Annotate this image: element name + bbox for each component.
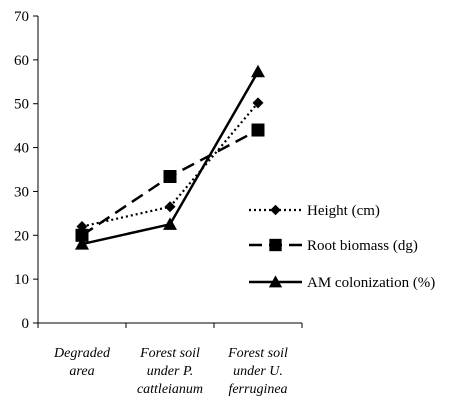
series-square [75,123,265,242]
x-category-line: Forest soil [227,346,288,361]
data-point-triangle [251,64,265,78]
series-triangle [75,64,265,250]
y-tick-label: 70 [14,9,29,25]
axes [37,16,302,324]
data-point-square [75,228,89,242]
legend-marker-triangle [268,275,283,288]
legend: Height (cm) Root biomass (dg) AM colonizat… [249,203,435,291]
y-tick-label: 20 [14,228,29,244]
x-category-line: under P. [147,364,193,379]
x-category-line: ferruginea [228,382,287,397]
x-category-line: area [69,364,94,379]
y-axis-ticks: 0 10 20 30 40 50 60 70 [14,9,38,332]
legend-label: Height (cm) [307,203,380,219]
legend-entry: Root biomass (dg) [249,238,418,254]
x-category-label: Forest soil under P. cattleianum [137,346,203,397]
x-category-line: Forest soil [139,346,200,361]
data-point-square [163,170,177,184]
x-category-line: Degraded [53,346,111,361]
legend-label: AM colonization (%) [307,275,435,291]
y-tick-label: 30 [14,184,29,200]
data-point-square [251,123,265,137]
x-category-line: cattleianum [137,382,203,397]
legend-marker-square [269,238,282,252]
y-tick-label: 0 [22,316,30,332]
data-point-triangle [75,237,89,250]
y-tick-label: 50 [14,97,29,113]
series-group [75,64,265,250]
y-tick-label: 60 [14,53,29,69]
y-tick-label: 40 [14,141,29,157]
x-category-line: under U. [233,364,283,379]
data-point-triangle [163,217,177,230]
x-axis-categories: Degraded area Forest soil under P. cattleian… [37,323,303,397]
data-point-diamond [252,97,264,109]
x-category-label: Forest soil under U. ferruginea [227,346,288,397]
series-diamond [76,97,264,233]
data-point-diamond [164,201,176,213]
x-category-label: Degraded area [53,346,111,379]
legend-marker-diamond [270,204,281,216]
y-tick-label: 10 [14,272,29,288]
legend-entry: AM colonization (%) [249,275,435,291]
legend-label: Root biomass (dg) [307,238,418,254]
legend-entry: Height (cm) [249,203,380,219]
